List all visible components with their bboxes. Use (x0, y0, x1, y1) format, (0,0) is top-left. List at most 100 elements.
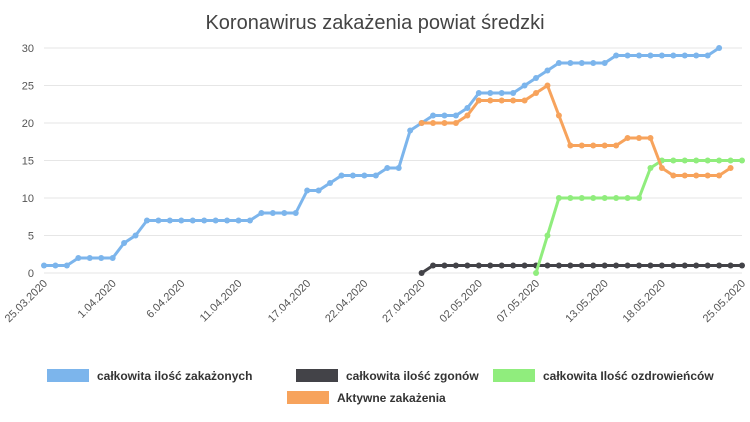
data-point (624, 262, 631, 269)
data-point (166, 217, 173, 224)
series-2 (418, 262, 745, 276)
series-1 (41, 45, 723, 269)
data-point (349, 172, 356, 179)
x-tick-label: 13.05.2020 (563, 278, 610, 325)
data-point (155, 217, 162, 224)
data-point (601, 142, 608, 149)
data-point (510, 262, 517, 269)
data-point (544, 232, 551, 239)
data-point (613, 142, 620, 149)
data-point (636, 135, 643, 141)
data-point (464, 262, 471, 269)
data-point (521, 82, 528, 89)
data-point (430, 120, 437, 126)
data-point (498, 90, 505, 96)
data-point (338, 172, 345, 179)
legend-item[interactable]: całkowita Ilość ozdrowieńców (493, 369, 714, 383)
x-tick-label: 18.05.2020 (621, 278, 668, 325)
data-point (475, 97, 482, 104)
data-point (613, 195, 620, 201)
data-point (739, 262, 745, 269)
data-point (544, 82, 551, 89)
data-point (704, 172, 711, 179)
data-point (693, 262, 700, 269)
legend-item[interactable]: Aktywne zakażenia (287, 391, 446, 405)
x-tick-label: 1.04.2020 (76, 278, 119, 321)
data-point (533, 90, 540, 96)
data-point (395, 165, 402, 171)
data-point (727, 262, 734, 269)
data-point (590, 142, 597, 149)
x-tick-label: 17.04.2020 (266, 278, 313, 325)
data-point (670, 172, 677, 179)
data-point (624, 135, 631, 141)
data-point (601, 262, 608, 269)
y-tick-label: 20 (22, 118, 34, 130)
x-axis-ticks: 25.03.2020 1.04.2020 6.04.2020 11.04.2020 17… (3, 278, 748, 325)
data-point (670, 52, 677, 59)
data-point (613, 262, 620, 269)
x-tick-label: 22.04.2020 (323, 278, 370, 325)
data-point (384, 165, 391, 171)
data-point (567, 60, 574, 66)
data-point (487, 90, 494, 96)
data-point (510, 90, 517, 96)
data-point (63, 262, 70, 269)
data-point (716, 157, 723, 164)
data-point (441, 112, 448, 119)
x-tick-label: 25.05.2020 (701, 278, 748, 325)
data-point (716, 172, 723, 179)
data-point (430, 262, 437, 269)
y-axis-ticks: 0 5 10 15 20 25 30 (22, 43, 34, 280)
y-tick-label: 5 (28, 231, 34, 243)
y-tick-label: 10 (22, 193, 34, 205)
data-point (590, 60, 597, 66)
data-point (418, 270, 425, 276)
data-point (739, 157, 745, 164)
data-point (555, 262, 562, 269)
data-point (567, 142, 574, 149)
data-point (201, 217, 208, 224)
data-point (590, 195, 597, 201)
x-tick-label: 02.05.2020 (438, 278, 485, 325)
data-point (647, 262, 654, 269)
data-point (269, 210, 276, 216)
data-point (98, 255, 105, 261)
data-point (452, 262, 459, 269)
data-point (681, 157, 688, 164)
data-point (132, 232, 139, 239)
data-point (681, 52, 688, 59)
data-point (670, 262, 677, 269)
legend-item[interactable]: całkowita ilość zakażonych (47, 369, 252, 383)
data-point (521, 262, 528, 269)
data-point (636, 52, 643, 59)
data-point (601, 60, 608, 66)
legend-label: całkowita Ilość ozdrowieńców (543, 369, 714, 383)
x-tick-label: 07.05.2020 (495, 278, 542, 325)
data-point (647, 52, 654, 59)
data-point (109, 255, 116, 261)
legend[interactable]: całkowita ilość zakażonych całkowita iloś… (47, 369, 714, 405)
data-point (704, 52, 711, 59)
data-point (681, 262, 688, 269)
data-point (327, 180, 334, 186)
data-point (704, 157, 711, 164)
data-point (75, 255, 82, 261)
data-point (464, 105, 471, 111)
data-point (555, 195, 562, 201)
data-point (613, 52, 620, 59)
data-point (716, 45, 723, 51)
legend-item[interactable]: całkowita ilość zgonów (296, 369, 479, 383)
data-point (430, 112, 437, 119)
x-tick-label: 6.04.2020 (144, 278, 187, 321)
data-point (578, 195, 585, 201)
x-tick-label: 11.04.2020 (198, 278, 245, 325)
data-point (441, 262, 448, 269)
legend-swatch (287, 391, 329, 404)
data-point (647, 165, 654, 171)
data-point (544, 262, 551, 269)
data-point (372, 172, 379, 179)
data-point (224, 217, 231, 224)
series-line (421, 84, 732, 177)
